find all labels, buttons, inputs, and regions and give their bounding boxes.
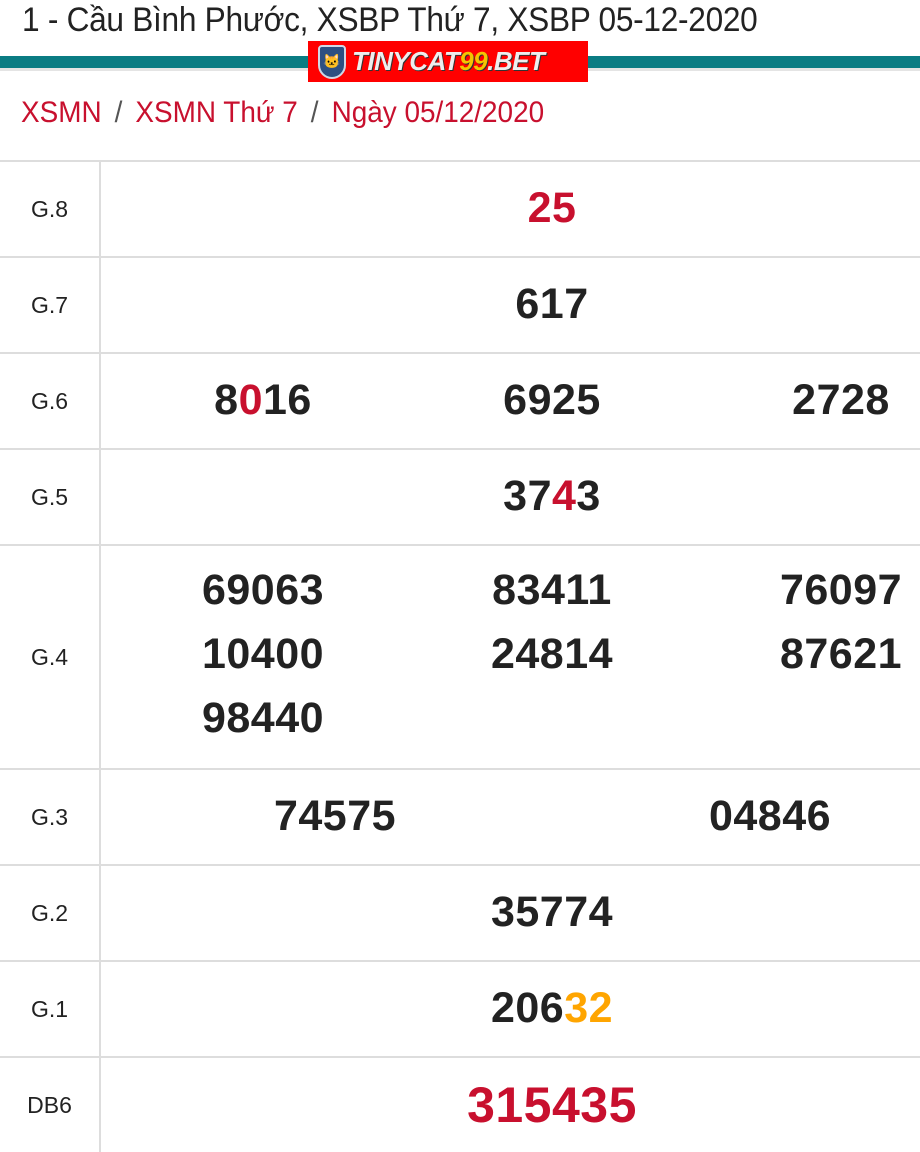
prize-label: G.4 xyxy=(0,544,101,769)
prize-number: 04846 xyxy=(709,792,831,841)
prize-label: G.2 xyxy=(0,864,101,961)
number-digits: 98440 xyxy=(201,694,325,742)
prize-numbers: 617 xyxy=(100,256,920,353)
prize-number: 6925 xyxy=(503,376,601,425)
prize-numbers: 315435 xyxy=(100,1056,920,1152)
number-digits: 37 xyxy=(503,472,552,520)
result-row-g2: G.2 35774 xyxy=(0,864,920,961)
number-digits: 3 xyxy=(576,472,601,520)
number-digits: 16 xyxy=(263,376,312,424)
number-digits: 76097 xyxy=(779,566,903,614)
prize-numbers: 3743 xyxy=(100,448,920,545)
prize-number: 3743 xyxy=(503,472,601,521)
prize-numbers: 20632 xyxy=(100,960,920,1057)
number-digits-highlight: 0 xyxy=(238,376,263,424)
prize-label: DB6 xyxy=(0,1056,101,1152)
breadcrumb-date[interactable]: Ngày 05/12/2020 xyxy=(331,96,545,129)
prize-numbers: 35774 xyxy=(100,864,920,961)
prize-number: 617 xyxy=(515,280,588,329)
number-digits: 87621 xyxy=(779,630,903,678)
breadcrumb-separator: / xyxy=(310,96,319,129)
number-digits: 74575 xyxy=(273,792,397,840)
prize-label: G.7 xyxy=(0,256,101,353)
prize-label: G.1 xyxy=(0,960,101,1057)
prize-label: G.6 xyxy=(0,352,101,449)
prize-number: 69063 xyxy=(202,566,324,615)
prize-number: 98440 xyxy=(202,694,324,743)
breadcrumb-separator: / xyxy=(114,96,123,129)
breadcrumb-xsmn[interactable]: XSMN xyxy=(21,96,102,129)
cat-shield-icon: 🐱 xyxy=(318,44,346,79)
prize-numbers: 69063 83411 76097 10400 24814 87621 98440 xyxy=(100,544,920,769)
prize-numbers: 25 xyxy=(100,160,920,257)
prize-label: G.8 xyxy=(0,160,101,257)
number-digits: 8 xyxy=(214,376,239,424)
result-row-g3: G.3 74575 04846 xyxy=(0,768,920,865)
number-digits: 69063 xyxy=(201,566,325,614)
prize-number: 315435 xyxy=(467,1076,637,1134)
number-digits: 83411 xyxy=(492,566,612,614)
prize-number: 25 xyxy=(528,184,577,233)
prize-number: 20632 xyxy=(491,984,613,1033)
number-digits: 24814 xyxy=(490,630,614,678)
prize-label: G.3 xyxy=(0,768,101,865)
result-row-g4: G.4 69063 83411 76097 10400 24814 87621 98440 xyxy=(0,544,920,769)
prize-label: G.5 xyxy=(0,448,101,545)
number-digits: 206 xyxy=(490,984,565,1032)
number-digits: 10400 xyxy=(201,630,325,678)
breadcrumb-xsmn-thu-7[interactable]: XSMN Thứ 7 xyxy=(135,96,298,129)
prize-number: 35774 xyxy=(491,888,613,937)
prize-number: 24814 xyxy=(491,630,613,679)
result-row-g7: G.7 617 xyxy=(0,256,920,353)
prize-numbers: 8016 6925 2728 xyxy=(100,352,920,449)
result-row-g6: G.6 8016 6925 2728 xyxy=(0,352,920,449)
number-digits: 04846 xyxy=(708,792,832,840)
prize-number: 76097 xyxy=(780,566,902,615)
prize-number: 74575 xyxy=(274,792,396,841)
tinycat-logo-banner[interactable]: 🐱 TINYCAT99.BET xyxy=(308,41,588,82)
prize-number: 83411 xyxy=(492,566,612,615)
results-table: G.8 25 G.7 617 G.6 8016 6925 2728 G.5 3743 G.4 6906… xyxy=(0,160,920,1152)
prize-number: 10400 xyxy=(202,630,324,679)
number-digits: 617 xyxy=(515,280,589,328)
prize-numbers: 74575 04846 xyxy=(100,768,920,865)
number-digits: 35774 xyxy=(490,888,614,936)
prize-number: 8016 xyxy=(214,376,312,425)
number-digits-highlight: 4 xyxy=(552,472,577,520)
number-digits: 2728 xyxy=(792,376,890,424)
prize-number: 87621 xyxy=(780,630,902,679)
number-digits-highlight: 32 xyxy=(564,984,614,1032)
prize-number: 2728 xyxy=(792,376,890,425)
result-row-g5: G.5 3743 xyxy=(0,448,920,545)
number-digits: 315435 xyxy=(467,1077,637,1133)
result-row-g1: G.1 20632 xyxy=(0,960,920,1057)
page-title: 1 - Cầu Bình Phước, XSBP Thứ 7, XSBP 05-… xyxy=(22,1,758,39)
result-row-db6: DB6 315435 xyxy=(0,1056,920,1152)
breadcrumb: XSMN / XSMN Thứ 7 / Ngày 05/12/2020 xyxy=(21,96,544,130)
number-digits: 6925 xyxy=(503,376,601,424)
logo-text: TINYCAT99.BET xyxy=(352,46,545,76)
number-digits-highlight: 25 xyxy=(527,184,577,232)
result-row-g8: G.8 25 xyxy=(0,160,920,257)
